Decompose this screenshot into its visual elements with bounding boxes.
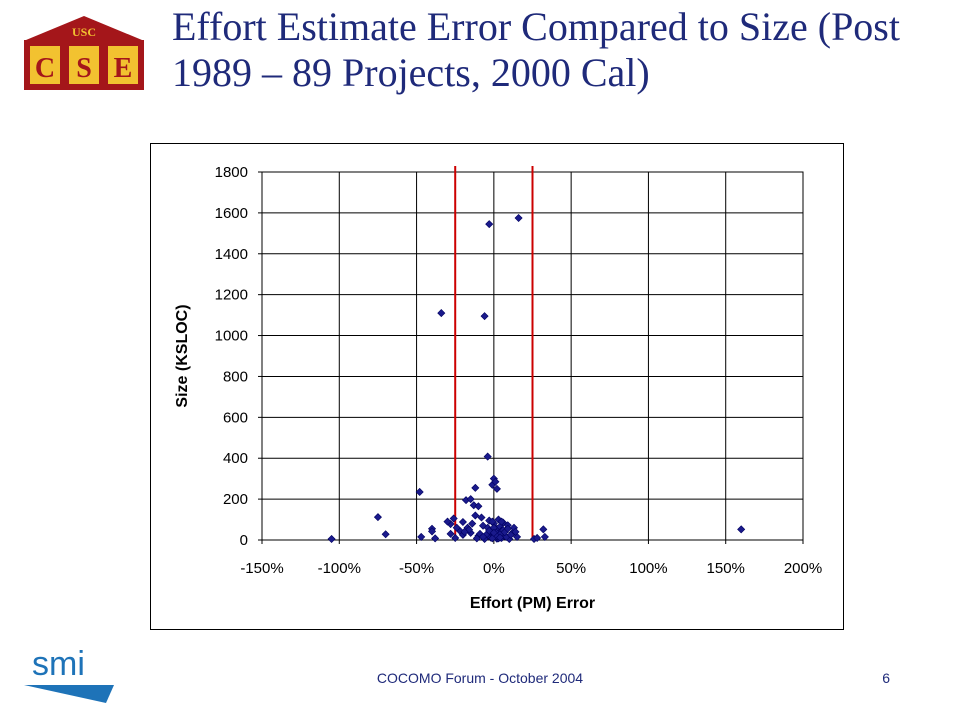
data-point [437, 309, 446, 318]
data-point [514, 213, 523, 223]
data-point [466, 495, 475, 504]
data-point [415, 487, 424, 496]
data-point [452, 523, 461, 532]
smi-logo-swoosh [24, 685, 114, 703]
data-point [540, 532, 549, 541]
data-point [496, 533, 505, 542]
logo-letter-s: S [76, 53, 92, 84]
smi-logo-text: smi [32, 645, 85, 683]
data-point [479, 521, 488, 530]
x-tick-label: -100% [318, 560, 361, 577]
data-point [737, 525, 746, 534]
y-tick-label: 1800 [215, 164, 248, 181]
x-tick-label: -150% [240, 560, 283, 577]
data-point [492, 484, 501, 493]
data-point [491, 477, 500, 486]
data-point [443, 517, 452, 526]
data-point [485, 526, 494, 535]
data-point [539, 525, 548, 534]
x-tick-label: 0% [483, 560, 505, 577]
data-point [489, 528, 498, 537]
data-point [458, 517, 467, 527]
y-tick-label: 400 [223, 450, 248, 467]
x-tick-label: 200% [784, 560, 822, 577]
data-point [460, 527, 469, 536]
y-tick-label: 200 [223, 491, 248, 508]
data-point [488, 517, 497, 526]
footer-text: COCOMO Forum - October 2004 [376, 670, 584, 686]
data-point [431, 534, 440, 543]
data-point [471, 483, 480, 492]
data-point [327, 534, 336, 544]
y-tick-label: 1200 [215, 287, 248, 304]
x-tick-label: 50% [556, 560, 586, 577]
data-point [381, 530, 390, 539]
data-point [503, 524, 512, 533]
y-tick-label: 1400 [215, 246, 248, 263]
y-axis-label: Size (KSLOC) [174, 304, 191, 407]
logo-block-e [108, 46, 138, 84]
chart-frame: -150% -100% -50% 0% 50% 100% 150% 200% 0 200 400 60… [150, 143, 844, 630]
data-point [483, 452, 492, 461]
data-point [451, 533, 460, 542]
logo-block-c [30, 46, 60, 84]
y-tick-label: 800 [223, 368, 248, 385]
data-point [533, 533, 542, 542]
data-point [511, 527, 520, 536]
x-tick-label: -50% [399, 560, 434, 577]
data-point [468, 519, 477, 528]
logo-letter-c: C [35, 53, 55, 84]
data-point [497, 517, 506, 526]
x-axis-label: Effort (PM) Error [470, 595, 595, 612]
slide-title: Effort Estimate Error Compared to Size (… [172, 4, 900, 95]
data-point [428, 527, 437, 536]
page-number: 6 [882, 670, 890, 686]
logo-usc-text: USC [72, 25, 96, 39]
x-tick-label: 150% [707, 560, 745, 577]
logo-roof [26, 16, 142, 40]
data-point [373, 513, 382, 522]
data-point [480, 312, 489, 321]
y-tick-label: 0 [240, 532, 248, 549]
x-tick-label: 100% [629, 560, 667, 577]
y-tick-label: 600 [223, 409, 248, 426]
logo-letter-e: E [114, 53, 133, 84]
data-point [446, 529, 455, 538]
data-point [479, 532, 488, 541]
data-point [471, 511, 480, 520]
data-point [477, 513, 486, 522]
data-point [506, 530, 515, 539]
y-tick-label: 1600 [215, 205, 248, 222]
data-point [485, 220, 494, 229]
scatter-chart: -150% -100% -50% 0% 50% 100% 150% 200% 0 200 400 60… [174, 164, 822, 612]
y-tick-label: 1000 [215, 328, 248, 345]
data-point [474, 502, 483, 511]
smi-logo: smi [24, 645, 114, 703]
logo-block-s [69, 46, 99, 84]
data-point [417, 532, 426, 541]
data-point [449, 514, 458, 523]
usc-cse-logo: USC C S E [24, 16, 144, 90]
